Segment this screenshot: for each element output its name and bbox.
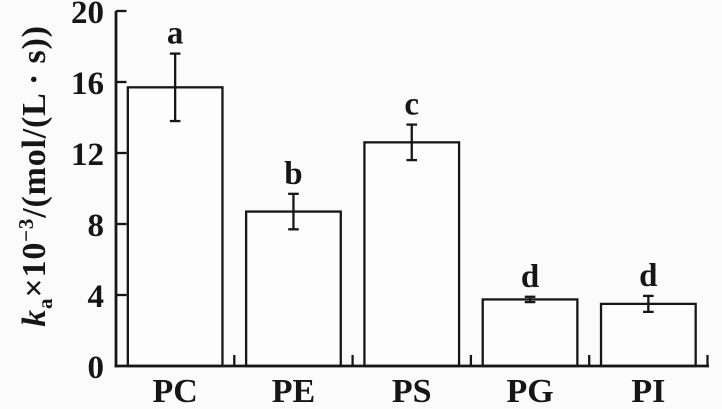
significance-letter-PC: a <box>167 16 184 52</box>
bar-PS <box>363 141 461 368</box>
bar-PG <box>481 298 579 368</box>
bar-PC <box>126 86 224 368</box>
y-axis-label: ka×10−3/(mol/(L · s)) <box>14 25 57 327</box>
significance-letter-PG: d <box>521 259 539 295</box>
y-tick-label-12: 12 <box>71 137 104 173</box>
significance-letter-PS: c <box>404 87 419 123</box>
y-tick-label-0: 0 <box>88 350 105 386</box>
bar-PI <box>599 302 697 368</box>
significance-letter-PI: d <box>639 258 657 294</box>
y-axis-label-segment: k <box>16 309 53 327</box>
y-axis-label-segment: −3 <box>14 218 38 242</box>
y-tick-label-16: 16 <box>71 66 104 102</box>
x-tick-label-PG: PG <box>506 373 553 409</box>
x-tick-label-PI: PI <box>631 373 665 409</box>
y-axis-label-segment: /(mol/(L · s)) <box>16 25 53 219</box>
y-tick-label-8: 8 <box>88 208 105 244</box>
y-axis-label-segment: ×10 <box>16 242 53 298</box>
x-tick-label-PE: PE <box>272 373 315 409</box>
significance-letter-PE: b <box>284 156 302 192</box>
y-tick-label-20: 20 <box>71 0 104 31</box>
y-axis-label-segment: a <box>33 298 57 309</box>
x-tick-label-PS: PS <box>392 373 432 409</box>
x-tick-label-PC: PC <box>152 373 197 409</box>
y-tick-label-4: 4 <box>88 279 105 315</box>
bar-PE <box>244 210 342 368</box>
